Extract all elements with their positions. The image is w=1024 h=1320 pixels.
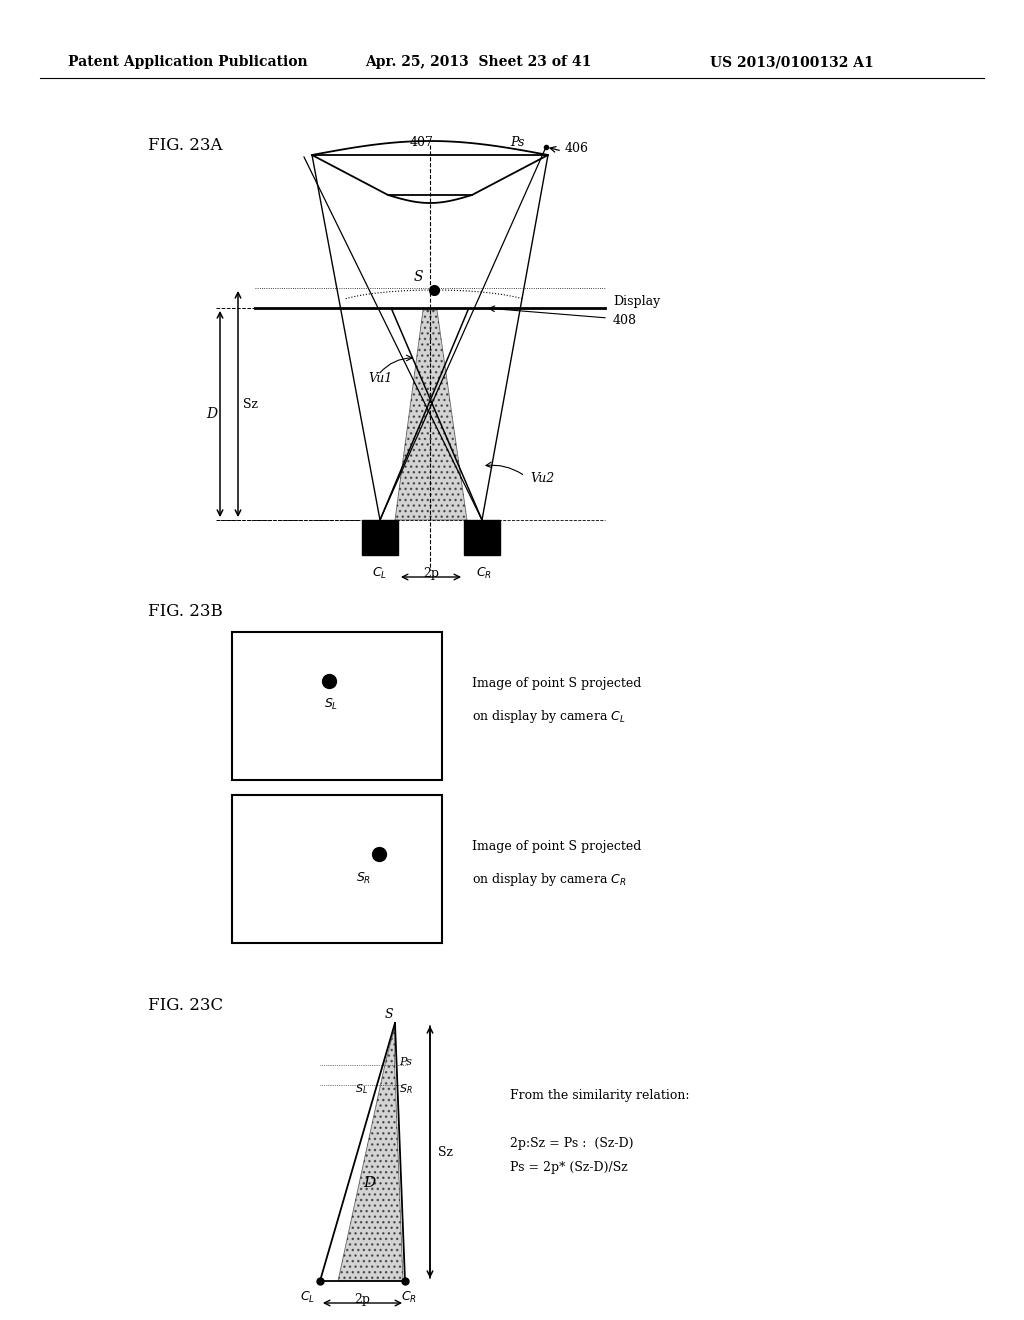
Text: $S_R$: $S_R$ <box>356 871 371 886</box>
Text: Sz: Sz <box>243 397 258 411</box>
Bar <box>232 632 442 780</box>
Bar <box>464 520 500 554</box>
Text: S: S <box>385 1008 393 1022</box>
Text: Sz: Sz <box>438 1146 453 1159</box>
Text: Display: Display <box>613 294 660 308</box>
Text: $C_R$: $C_R$ <box>476 565 492 581</box>
Text: Patent Application Publication: Patent Application Publication <box>68 55 307 69</box>
Text: Image of point S projected: Image of point S projected <box>472 677 641 690</box>
Bar <box>232 795 442 942</box>
Text: FIG. 23A: FIG. 23A <box>148 136 222 153</box>
Text: From the similarity relation:: From the similarity relation: <box>510 1089 689 1101</box>
Bar <box>362 520 398 554</box>
Text: 406: 406 <box>565 143 589 156</box>
Text: $C_L$: $C_L$ <box>372 565 387 581</box>
Text: 408: 408 <box>613 314 637 326</box>
Text: $S_R$: $S_R$ <box>399 1082 413 1096</box>
Text: $S_L$: $S_L$ <box>355 1082 368 1096</box>
Text: US 2013/0100132 A1: US 2013/0100132 A1 <box>710 55 873 69</box>
Polygon shape <box>338 1026 403 1280</box>
Text: FIG. 23B: FIG. 23B <box>148 603 223 620</box>
Text: Ps = 2p* (Sz-D)/Sz: Ps = 2p* (Sz-D)/Sz <box>510 1160 628 1173</box>
Text: 2p: 2p <box>423 568 439 579</box>
Text: on display by camera $C_R$: on display by camera $C_R$ <box>472 871 627 888</box>
Text: $C_L$: $C_L$ <box>300 1290 315 1304</box>
Text: Vu1: Vu1 <box>368 371 392 384</box>
Text: Apr. 25, 2013  Sheet 23 of 41: Apr. 25, 2013 Sheet 23 of 41 <box>365 55 592 69</box>
Polygon shape <box>395 310 467 520</box>
Text: $S_L$: $S_L$ <box>324 697 338 713</box>
Text: on display by camera $C_L$: on display by camera $C_L$ <box>472 708 626 725</box>
Text: Vu2: Vu2 <box>530 471 554 484</box>
Text: 2p: 2p <box>354 1294 371 1305</box>
Text: 407: 407 <box>410 136 434 149</box>
Text: $C_R$: $C_R$ <box>401 1290 417 1304</box>
Text: Ps: Ps <box>399 1057 412 1067</box>
Text: Image of point S projected: Image of point S projected <box>472 841 641 853</box>
Text: FIG. 23C: FIG. 23C <box>148 997 223 1014</box>
Text: D: D <box>206 407 217 421</box>
Text: 2p:Sz = Ps :  (Sz-D): 2p:Sz = Ps : (Sz-D) <box>510 1137 634 1150</box>
Text: D: D <box>364 1176 376 1191</box>
Text: Ps: Ps <box>510 136 524 149</box>
Text: S: S <box>414 271 424 284</box>
